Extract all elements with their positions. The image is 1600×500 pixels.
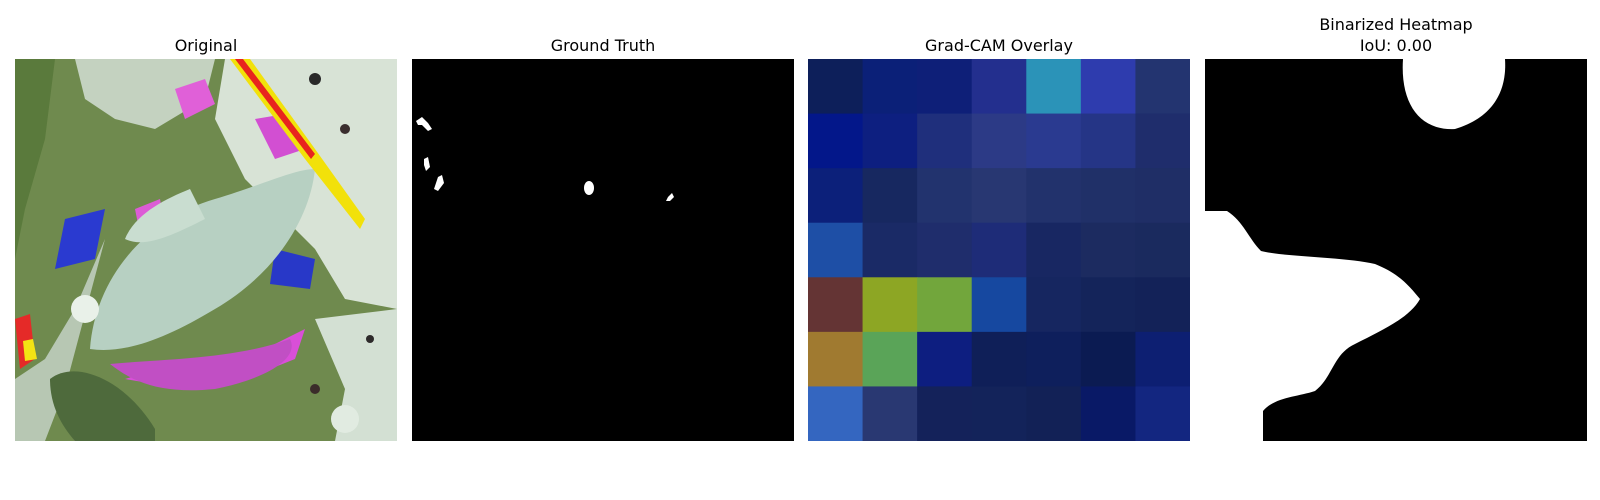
binarized-heatmap xyxy=(1205,59,1587,441)
binarized-heatmap-panel xyxy=(1205,59,1587,441)
gradcam-cell xyxy=(1080,386,1136,441)
gradcam-cell xyxy=(1135,168,1190,224)
gradcam-cell xyxy=(808,386,864,441)
binarized-title-line: Binarized Heatmap xyxy=(1319,15,1473,34)
gradcam-cell xyxy=(917,59,973,115)
iou-score-line: IoU: 0.00 xyxy=(1359,36,1433,55)
ground-truth-mask xyxy=(412,59,794,441)
original-image-panel xyxy=(15,59,397,441)
gradcam-cell xyxy=(1026,113,1082,169)
gradcam-cell xyxy=(1080,331,1136,387)
gradcam-cell xyxy=(808,168,864,224)
ground-truth-panel-title: Ground Truth xyxy=(550,36,656,55)
gradcam-cell xyxy=(971,113,1027,169)
gradcam-cell xyxy=(1026,222,1082,278)
gradcam-cell xyxy=(1080,113,1136,169)
gradcam-cell xyxy=(1080,222,1136,278)
gradcam-cell xyxy=(808,59,864,115)
gradcam-cell xyxy=(862,168,918,224)
gradcam-cell xyxy=(917,113,973,169)
gradcam-cell xyxy=(808,113,864,169)
gradcam-cell xyxy=(862,331,918,387)
gradcam-cell xyxy=(1026,386,1082,441)
gradcam-cell xyxy=(971,59,1027,115)
gradcam-cell xyxy=(971,168,1027,224)
binarized-panel-title: Binarized Heatmap IoU: 0.00 xyxy=(1205,14,1587,56)
gradcam-cell xyxy=(862,59,918,115)
gradcam-cell xyxy=(1080,59,1136,115)
gradcam-cell xyxy=(1026,331,1082,387)
gradcam-cell xyxy=(917,331,973,387)
gradcam-cell xyxy=(862,222,918,278)
gradcam-cell xyxy=(1135,331,1190,387)
gradcam-cell xyxy=(862,113,918,169)
gradcam-cell xyxy=(971,277,1027,333)
gradcam-cell xyxy=(1135,386,1190,441)
gradcam-cell xyxy=(808,277,864,333)
gradcam-cell xyxy=(1135,59,1190,115)
gradcam-heatmap-grid xyxy=(808,59,1190,441)
gradcam-cell xyxy=(971,331,1027,387)
gradcam-cell xyxy=(917,222,973,278)
gradcam-cell xyxy=(917,168,973,224)
original-panel-title: Original xyxy=(174,36,238,55)
gradcam-cell xyxy=(917,386,973,441)
gradcam-cell xyxy=(917,277,973,333)
gradcam-cell xyxy=(808,222,864,278)
gradcam-cell xyxy=(971,386,1027,441)
gradcam-cell xyxy=(808,331,864,387)
gradcam-cell xyxy=(1135,113,1190,169)
gradcam-overlay-panel xyxy=(808,59,1190,441)
gradcam-cell xyxy=(1026,277,1082,333)
gradcam-cell xyxy=(1080,168,1136,224)
gradcam-cell xyxy=(862,386,918,441)
gradcam-cell xyxy=(971,222,1027,278)
gradcam-cell xyxy=(1080,277,1136,333)
gradcam-cell xyxy=(1026,168,1082,224)
gradcam-cell xyxy=(1026,59,1082,115)
gradcam-panel-title: Grad-CAM Overlay xyxy=(925,36,1073,55)
gradcam-cell xyxy=(862,277,918,333)
ground-truth-mask-panel xyxy=(412,59,794,441)
original-leaf-image xyxy=(15,59,397,441)
gradcam-cell xyxy=(1135,222,1190,278)
gradcam-cell xyxy=(1135,277,1190,333)
